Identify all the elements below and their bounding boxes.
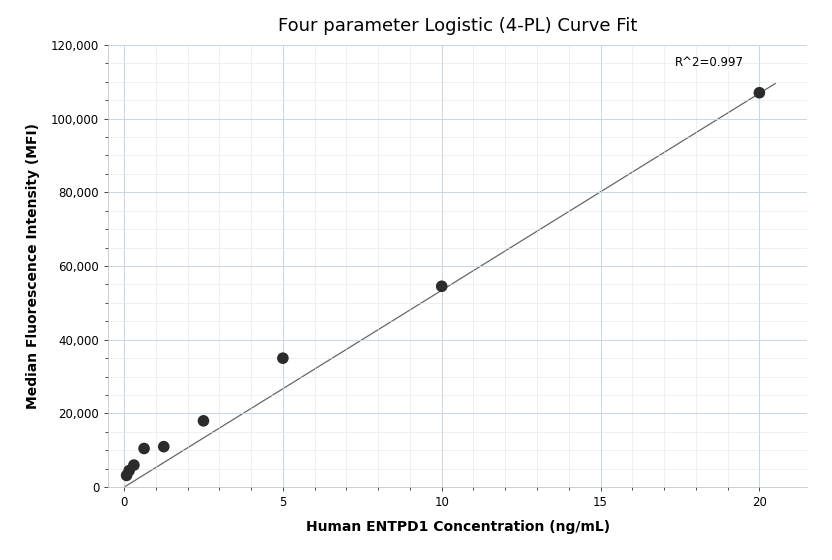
Point [127,460,141,469]
Point [122,466,136,475]
Y-axis label: Median Fluorescence Intensity (MFI): Median Fluorescence Intensity (MFI) [26,123,40,409]
Point [753,88,766,97]
Point [137,444,151,453]
Point [120,471,133,480]
Text: R^2=0.997: R^2=0.997 [675,56,744,69]
Point [435,282,448,291]
Point [276,354,290,363]
Point [197,417,210,426]
X-axis label: Human ENTPD1 Concentration (ng/mL): Human ENTPD1 Concentration (ng/mL) [305,520,610,534]
Point [157,442,171,451]
Title: Four parameter Logistic (4-PL) Curve Fit: Four parameter Logistic (4-PL) Curve Fit [278,17,637,35]
